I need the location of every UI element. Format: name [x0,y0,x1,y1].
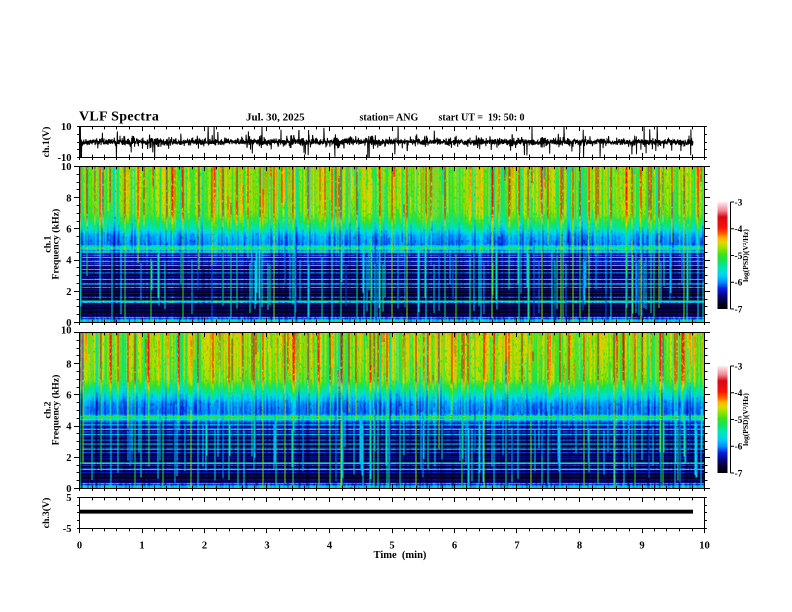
svg-text:log(PSD)(V²/Hz): log(PSD)(V²/Hz) [741,229,750,282]
svg-text:5: 5 [66,493,71,504]
svg-text:10: 10 [61,162,72,173]
svg-text:2: 2 [202,541,207,552]
svg-text:6: 6 [66,225,71,236]
svg-text:-5: -5 [735,416,743,426]
svg-text:7: 7 [514,541,519,552]
svg-text:ch.3(V): ch.3(V) [41,498,52,529]
svg-text:-7: -7 [735,305,743,315]
svg-text:-3: -3 [735,198,743,208]
svg-text:ch.1(V): ch.1(V) [41,127,52,158]
svg-text:station= ANG: station= ANG [360,113,419,124]
svg-text:10: 10 [699,541,710,552]
svg-text:4: 4 [66,422,72,433]
svg-text:-10: -10 [58,153,72,164]
svg-text:Frequency (kHz): Frequency (kHz) [51,209,62,280]
svg-text:-6: -6 [735,279,743,289]
svg-text:0: 0 [66,318,71,329]
svg-text:log(PSD)(V²/Hz): log(PSD)(V²/Hz) [741,393,750,446]
svg-text:-6: -6 [735,443,743,453]
svg-text:2: 2 [66,453,71,464]
svg-text:VLF Spectra: VLF Spectra [79,110,159,125]
svg-text:-5: -5 [735,252,743,262]
svg-text:8: 8 [66,359,71,370]
svg-text:3: 3 [264,541,269,552]
svg-text:-4: -4 [735,225,743,235]
svg-text:0: 0 [77,541,82,552]
svg-text:8: 8 [66,193,71,204]
svg-text:ch.2: ch.2 [43,401,54,418]
svg-text:Time (min): Time (min) [374,550,427,561]
svg-text:5: 5 [389,541,394,552]
svg-text:4: 4 [327,541,333,552]
svg-text:Jul. 30, 2025: Jul. 30, 2025 [246,112,305,124]
svg-text:2: 2 [66,287,71,298]
svg-text:-7: -7 [735,469,743,479]
svg-text:1: 1 [139,541,144,552]
svg-text:-4: -4 [735,389,743,399]
svg-text:10: 10 [61,122,72,133]
svg-text:start UT = 19: 50: 0: start UT = 19: 50: 0 [439,113,525,124]
svg-text:0: 0 [66,484,71,495]
svg-text:6: 6 [452,541,457,552]
svg-text:ch.1: ch.1 [43,236,54,253]
svg-text:9: 9 [639,541,644,552]
svg-text:-5: -5 [63,524,72,535]
svg-text:-3: -3 [735,362,743,372]
svg-text:10: 10 [61,326,72,337]
svg-text:6: 6 [66,391,71,402]
svg-text:8: 8 [577,541,582,552]
svg-text:Frequency (kHz): Frequency (kHz) [51,375,62,446]
svg-text:4: 4 [66,256,72,267]
